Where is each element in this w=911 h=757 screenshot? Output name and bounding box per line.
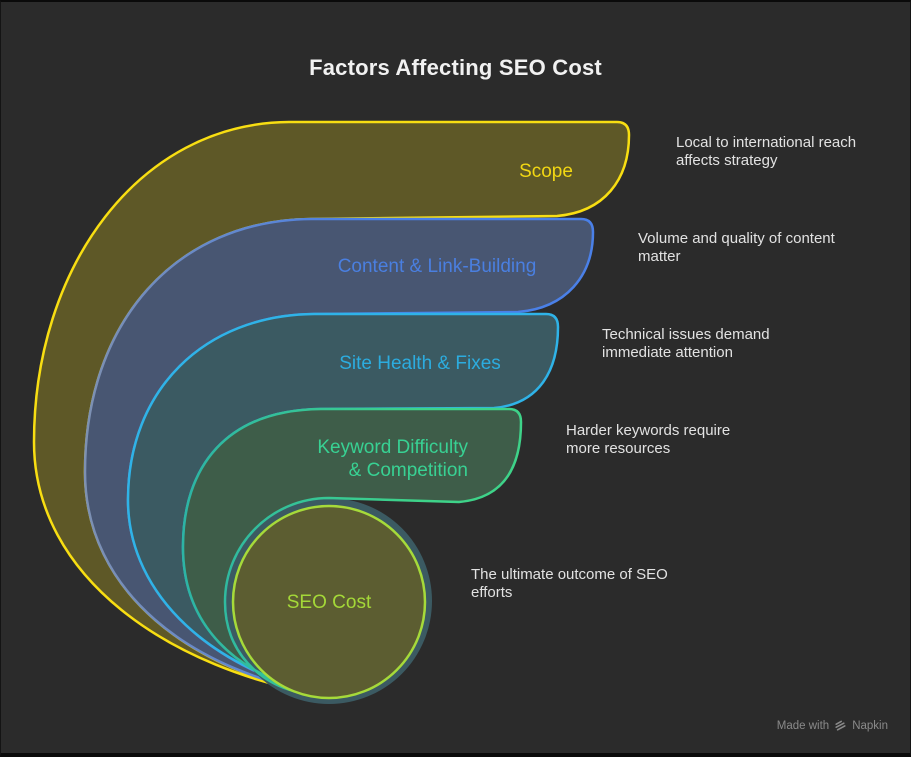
napkin-logo-icon	[835, 720, 846, 731]
layer-description-seo-cost: The ultimate outcome of SEO efforts	[471, 566, 668, 602]
napkin-attribution[interactable]: Made with Napkin	[777, 719, 888, 732]
layer-shape-seo-cost-circle	[231, 504, 427, 700]
page-title: Factors Affecting SEO Cost	[309, 55, 602, 80]
description-line: Technical issues demand	[602, 326, 770, 343]
layer-description-content-link-building: Volume and quality of content matter	[638, 230, 835, 266]
layer-label-site-health: Site Health & Fixes	[339, 353, 501, 374]
description-line: efforts	[471, 584, 513, 601]
layer-shape-keyword-difficulty	[181, 407, 523, 698]
layer-description-keyword-difficulty: Harder keywords require more resources	[566, 422, 730, 458]
layer-description-site-health: Technical issues demand immediate attent…	[602, 326, 770, 362]
layer-description-scope: Local to international reach affects str…	[676, 134, 856, 170]
layer-label-scope: Scope	[519, 161, 573, 182]
layer-label-keyword-line-1: Keyword Difficulty	[317, 437, 468, 458]
description-line: affects strategy	[676, 152, 778, 169]
attribution-prefix: Made with	[776, 719, 830, 732]
description-line: Harder keywords require	[566, 422, 731, 439]
description-line: Local to international reach	[676, 134, 857, 151]
layer-label-content-link-building: Content & Link-Building	[337, 256, 537, 277]
description-line: The ultimate outcome of SEO	[471, 566, 668, 583]
layer-label-keyword-line-2: & Competition	[348, 460, 468, 481]
description-line: Volume and quality of content	[638, 230, 835, 247]
attribution-brand: Napkin	[852, 719, 888, 732]
description-line: more resources	[566, 440, 671, 457]
layer-label-seo-cost: SEO Cost	[286, 592, 372, 613]
layer-label-keyword-difficulty: Keyword Difficulty & Competition	[268, 436, 468, 482]
description-line: immediate attention	[602, 344, 733, 361]
description-line: matter	[638, 248, 681, 265]
